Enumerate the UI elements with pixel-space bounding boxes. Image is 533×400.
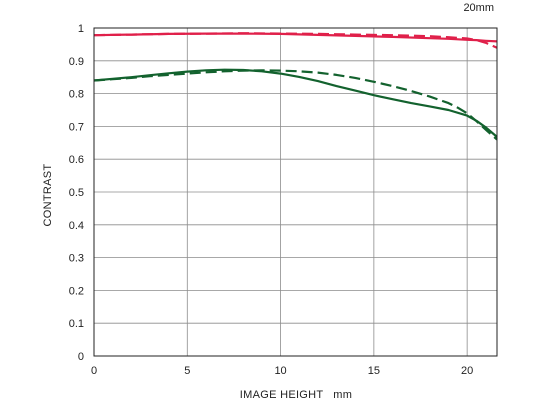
- chart-subtitle: 20mm: [463, 2, 494, 14]
- y-axis-ticks: 0 0.1 0.2 0.3 0.4 0.5 0.6 0.7 0.8 0.9 1: [69, 23, 84, 363]
- x-tick-label: 0: [91, 365, 97, 377]
- x-tick-label: 20: [461, 365, 473, 377]
- y-tick-label: 0.3: [69, 253, 84, 265]
- x-axis-ticks: 0 5 10 15 20: [91, 365, 473, 377]
- y-tick-label: 0: [78, 351, 84, 363]
- series-line-4-dashed: [93, 69, 498, 141]
- y-tick-label: 0.2: [69, 285, 84, 297]
- x-tick-label: 5: [184, 365, 190, 377]
- y-tick-label: 0.8: [69, 89, 84, 101]
- y-tick-label: 0.9: [69, 56, 84, 68]
- y-tick-label: 0.7: [69, 121, 84, 133]
- y-tick-label: 1: [78, 23, 84, 35]
- plot-frame: [93, 27, 498, 357]
- y-tick-label: 0.6: [69, 154, 84, 166]
- y-tick-label: 0.4: [69, 220, 84, 232]
- y-tick-label: 0.5: [69, 187, 84, 199]
- series-line-2-dashed: [93, 32, 498, 49]
- y-tick-label: 0.1: [69, 318, 84, 330]
- x-axis-title: IMAGE HEIGHT mm: [240, 389, 352, 400]
- series-lines: [93, 32, 498, 141]
- x-tick-label: 10: [274, 365, 286, 377]
- series-line-3-solid: [93, 68, 498, 138]
- x-tick-label: 15: [368, 365, 380, 377]
- y-axis-title: CONTRAST: [42, 164, 54, 227]
